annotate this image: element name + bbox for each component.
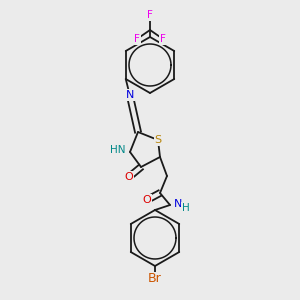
Text: H: H bbox=[182, 203, 190, 213]
Text: F: F bbox=[134, 34, 140, 44]
Text: O: O bbox=[124, 172, 134, 182]
Text: N: N bbox=[126, 90, 134, 100]
Text: F: F bbox=[147, 10, 153, 20]
Text: Br: Br bbox=[148, 272, 162, 286]
Text: F: F bbox=[160, 34, 166, 44]
Text: HN: HN bbox=[110, 145, 126, 155]
Text: N: N bbox=[174, 199, 182, 209]
Text: S: S bbox=[154, 135, 162, 145]
Text: O: O bbox=[142, 195, 152, 205]
